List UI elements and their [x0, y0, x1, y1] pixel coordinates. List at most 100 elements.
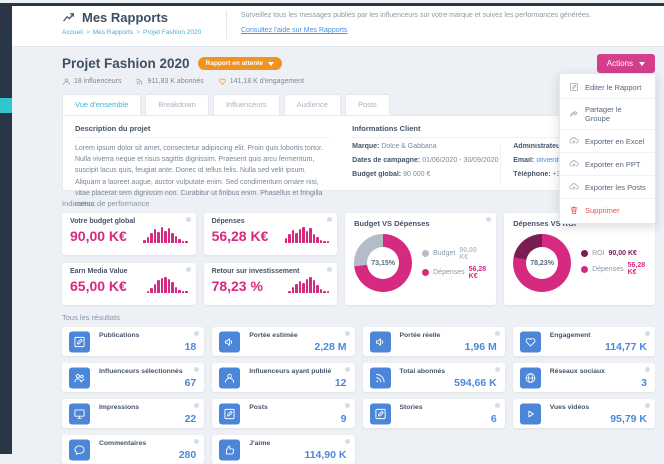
result-card-impressions: Impressions 22	[62, 399, 205, 428]
field-email: Email: olivierdupont	[513, 157, 576, 164]
breadcrumb-home[interactable]: Accueil	[62, 29, 83, 36]
globe-icon	[519, 367, 541, 388]
header-divider	[226, 10, 227, 39]
kpi-value: 90,00 K€	[70, 228, 127, 244]
heart-icon	[218, 77, 227, 86]
info-dot-icon	[194, 367, 200, 372]
info-dot-icon	[494, 367, 500, 372]
title-row: Projet Fashion 2020 Rapport en attente A…	[62, 54, 655, 73]
donut-chart: 73,15%	[354, 234, 413, 292]
menu-item-exporter-en-excel[interactable]: Exporter en Excel	[560, 130, 655, 153]
result-card-influenceurs-ayant-publie: Influenceurs ayant publié 12	[212, 363, 355, 392]
menu-item-exporter-en-ppt[interactable]: Exporter en PPT	[560, 153, 655, 176]
kpi-title: Votre budget global	[70, 218, 136, 225]
breadcrumb: Accueil > Mes Rapports > Projet Fashion …	[62, 29, 201, 36]
thumbs-up-icon	[219, 439, 241, 460]
menu-item-partager-le-groupe[interactable]: Partager le Groupe	[560, 99, 655, 130]
result-card-posts: Posts 9	[212, 399, 355, 428]
donut-center-value: 73,15%	[371, 259, 395, 267]
tab-influenceurs[interactable]: Influenceurs	[212, 94, 280, 115]
line-chart-icon	[62, 10, 77, 25]
stat-followers: 911,83 K abonnés	[135, 77, 204, 86]
result-card-commentaires: Commentaires 280	[62, 435, 205, 464]
person-icon	[219, 367, 241, 388]
window-top-edge	[0, 3, 664, 6]
result-card-vues-videos: Vues vidéos 95,79 K	[512, 399, 655, 428]
header-left: Mes Rapports Accueil > Mes Rapports > Pr…	[62, 3, 201, 46]
stat-label: 141,18 K d'engagement	[229, 78, 304, 85]
email-link[interactable]: olivierdupont	[536, 157, 576, 164]
breadcrumb-current[interactable]: Projet Fashion 2020	[143, 29, 202, 36]
signal-icon	[135, 77, 144, 86]
sidebar-active-indicator[interactable]	[0, 98, 12, 113]
people-icon	[69, 367, 90, 388]
info-dot-icon	[194, 331, 200, 336]
menu-item-editer-le-rapport[interactable]: Editer le Rapport	[560, 76, 655, 99]
stat-label: 911,83 K abonnés	[147, 78, 204, 85]
donut-legend: ROI 90,00 K€ Dépenses 56,28 K€	[581, 245, 646, 281]
header-help: Surveillez tous les messages publiés par…	[241, 3, 591, 46]
tab-audience[interactable]: Audience	[283, 94, 341, 115]
pencil-square-icon	[69, 331, 90, 352]
breadcrumb-reports[interactable]: Mes Rapports	[92, 29, 134, 36]
comment-icon	[69, 439, 90, 460]
donut-card-depenses-vs-roi: Dépenses VS ROI 78,23% ROI 90,00 K€	[504, 213, 655, 305]
info-dot-icon	[344, 439, 350, 444]
result-card-jaime: J'aime 114,90 K	[212, 435, 355, 464]
info-dot-icon	[486, 217, 492, 222]
person-icon	[62, 77, 71, 86]
header-subtitle: Surveillez tous les messages publiés par…	[241, 12, 592, 19]
share-icon	[569, 109, 579, 119]
info-dot-icon	[327, 267, 333, 272]
result-card-influenceurs-selectionnes: Influenceurs sélectionnés 67	[62, 363, 205, 392]
kpi-card-budget: Votre budget global 90,00 K€	[62, 213, 196, 255]
description-text: Lorem ipsum dolor sit amet, consectetur …	[75, 145, 323, 208]
page-header: Mes Rapports Accueil > Mes Rapports > Pr…	[12, 3, 664, 47]
tab-posts[interactable]: Posts	[344, 94, 390, 115]
cloud-export-icon	[569, 182, 579, 192]
pencil-square-icon	[369, 403, 391, 424]
donut-center-value: 78,23%	[530, 259, 554, 267]
tab-breakdown[interactable]: Breakdown	[145, 94, 209, 115]
description-heading: Description du projet	[75, 124, 331, 138]
client-info-left: Marque: Dolce & Gabbana Dates de campagn…	[352, 143, 500, 185]
donut-title: Budget VS Dépenses	[354, 219, 430, 228]
legend-bullet-icon	[581, 265, 589, 273]
actions-button[interactable]: Actions	[596, 54, 655, 73]
info-dot-icon	[645, 403, 650, 408]
legend-bullet-icon	[581, 250, 589, 257]
collapsed-sidebar[interactable]	[0, 3, 12, 454]
help-link[interactable]: Consultez l'aide sur Mes Rapports	[241, 27, 348, 34]
volume-icon	[369, 331, 391, 352]
kpi-card-depenses: Dépenses 56,28 K€	[203, 213, 338, 255]
info-dot-icon	[645, 367, 650, 372]
info-dot-icon	[344, 331, 350, 336]
kpi-title: Dépenses	[211, 218, 245, 225]
kpi-card-emv: Earn Media Value 65,00 K€	[62, 263, 196, 305]
page-title: Projet Fashion 2020	[62, 56, 190, 71]
legend-item: ROI 90,00 K€	[581, 250, 646, 257]
play-icon	[519, 403, 541, 424]
caret-down-icon	[639, 61, 645, 66]
menu-item-supprimer[interactable]: Supprimer	[560, 199, 655, 221]
status-badge[interactable]: Rapport en attente	[197, 57, 282, 70]
result-card-engagement: Engagement 114,77 K	[512, 327, 655, 356]
legend-bullet-icon	[422, 250, 430, 257]
result-card-total-abonnes: Total abonnés 594,66 K	[362, 363, 505, 392]
breadcrumb-separator: >	[85, 29, 90, 36]
edit-icon	[569, 82, 579, 92]
menu-item-exporter-les-posts[interactable]: Exporter les Posts	[560, 176, 655, 199]
info-dot-icon	[344, 403, 350, 408]
tab-vue-densemble[interactable]: Vue d'ensemble	[62, 94, 142, 115]
donut-card-budget-vs-depenses: Budget VS Dépenses 73,15% Budget 90,00 K…	[345, 213, 497, 305]
field-marque: Marque: Dolce & Gabbana	[352, 143, 437, 150]
client-info: Informations Client Marque: Dolce & Gabb…	[352, 124, 642, 185]
results-section-label: Tous les résultats	[62, 313, 120, 322]
donut-title: Dépenses VS ROI	[513, 219, 577, 228]
kpi-value: 56,28 K€	[211, 228, 269, 244]
breadcrumb-separator: >	[136, 29, 141, 36]
result-card-publications: Publications 18	[62, 327, 205, 356]
kpi-title: Earn Media Value	[70, 268, 128, 275]
actions-button-label: Actions	[606, 59, 633, 68]
app-title: Mes Rapports	[82, 10, 168, 25]
